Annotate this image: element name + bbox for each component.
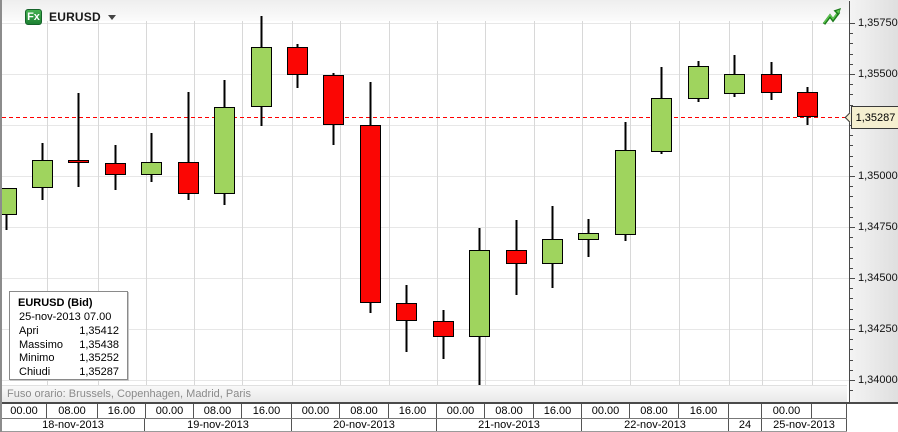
status-bar: Fuso orario: Brussels, Copenhagen, Madri… [2,385,847,402]
price-axis-label: 1,35000 [858,170,898,182]
price-axis-label: 1,34750 [858,221,898,233]
price-axis-label: 1,34000 [858,374,898,386]
time-axis-cell: 08.00 [47,404,98,418]
date-axis-row: 18-nov-2013 19-nov-2013 20-nov-2013 21-nov-… [2,419,847,431]
tooltip-title: EURUSD (Bid) [18,297,93,309]
time-axis-cell [812,404,847,418]
trend-arrow-icon[interactable] [820,6,846,30]
time-axis-cell: 08.00 [485,404,534,418]
tooltip-row-value: 1,35287 [79,365,119,378]
price-axis-label: 1,35500 [858,68,898,80]
tooltip-row-label: Massimo [19,338,64,351]
tooltip-row-label: Minimo [19,352,55,364]
fx-badge-icon: Fx [25,9,42,25]
time-axis-cell: 00.00 [2,404,47,418]
time-axis-cell: 16.00 [389,404,437,418]
tooltip-row-label: Chiudi [19,365,51,378]
price-axis-label: 1,34250 [858,323,898,335]
date-axis-cell: 22-nov-2013 [582,419,729,431]
time-axis-cell [729,404,762,418]
date-axis-cell: 24 [729,419,762,431]
date-axis-cell: 21-nov-2013 [437,419,582,431]
tooltip-row: Apri 1,35412 [19,325,119,339]
tooltip-row: Massimo 1,35438 [19,339,119,353]
time-axis-cell: 08.00 [630,404,679,418]
time-axis-cell: 16.00 [242,404,292,418]
time-axis-cell: 00.00 [292,404,340,418]
tooltip-datetime: 25-nov-2013 07.00 [19,311,112,323]
date-axis-cell: 20-nov-2013 [292,419,437,431]
time-axis-cell: 00.00 [582,404,630,418]
time-axis-cell: 08.00 [340,404,389,418]
time-axis-cell: 00.00 [437,404,485,418]
axis-bottom-line [2,402,898,404]
tooltip-row-value: 1,35412 [79,325,119,337]
tooltip-row-value: 1,35438 [79,338,119,351]
time-axis-cell: 00.00 [146,404,194,418]
time-axis-cell: 16.00 [98,404,146,418]
tooltip-row: Chiudi 1,35287 [19,366,119,380]
time-axis-cell: 08.00 [194,404,242,418]
tooltip-row-label: Apri [19,325,39,337]
timezone-text: Fuso orario: Brussels, Copenhagen, Madri… [7,388,251,400]
instrument-name: EURUSD [49,10,101,24]
price-axis-label: 1,35750 [858,17,898,29]
time-axis-cell: 16.00 [534,404,582,418]
chart-top-band [2,0,898,21]
time-axis-row: 00.00 08.00 16.00 00.00 08.00 16.00 00.00 08.00… [2,404,847,419]
ohlc-tooltip: EURUSD (Bid) 25-nov-2013 07.00 Apri 1,354… [9,291,128,380]
current-price-label: 1,35287 [851,106,898,129]
time-axis-cell: 00.00 [762,404,812,418]
time-axis-cell: 16.00 [679,404,729,418]
chevron-down-icon[interactable] [107,14,116,20]
date-axis-cell: 25-nov-2013 [762,419,847,431]
date-axis-cell: 19-nov-2013 [145,419,292,431]
instrument-header[interactable]: Fx EURUSD [25,8,116,26]
tooltip-row: Minimo 1,35252 [19,352,119,366]
price-axis-label: 1,34500 [858,272,898,284]
tooltip-row-value: 1,35252 [79,352,119,364]
date-axis-cell: 18-nov-2013 [2,419,145,431]
